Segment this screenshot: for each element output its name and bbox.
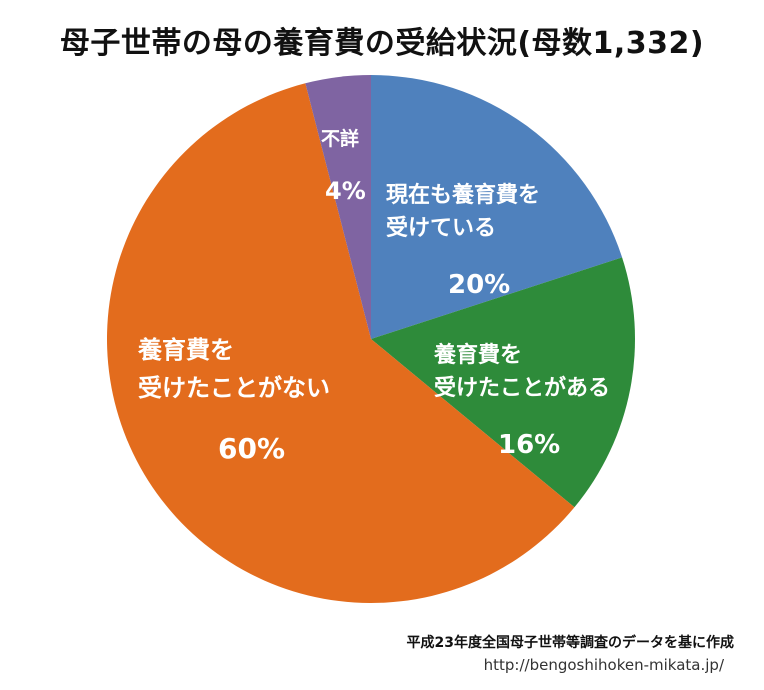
slice-percent: 4% — [325, 177, 366, 205]
pie-slice-1 — [371, 257, 636, 508]
slice-percent: 16% — [498, 430, 561, 460]
slice-name: 養育費を 受けたことがある — [434, 343, 611, 401]
slice-label-received-before: 養育費を 受けたことがある 16% — [434, 320, 610, 479]
pie-slice-2 — [107, 83, 575, 603]
chart-title: 母子世帯の母の養育費の受給状況(母数1,332) — [59, 26, 705, 61]
source-url: http://bengoshihoken-mikata.jp/ — [483, 656, 724, 674]
slice-label-unknown: 不詳 4% — [321, 104, 366, 224]
pie-slice-3 — [305, 75, 371, 339]
slice-percent: 20% — [448, 270, 511, 300]
slice-label-receiving: 現在も養育費を 受けている 20% — [386, 160, 540, 319]
slice-name: 養育費を 受けたことがない — [138, 336, 330, 402]
pie-slice-0 — [371, 75, 623, 339]
slice-percent: 60% — [218, 432, 286, 465]
slice-label-never-received: 養育費を 受けたことがない 60% — [138, 312, 330, 484]
source-note: 平成23年度全国母子世帯等調査のデータを基に作成 — [406, 635, 734, 651]
slice-name: 不詳 — [321, 128, 360, 150]
slice-name: 現在も養育費を 受けている — [386, 183, 541, 241]
